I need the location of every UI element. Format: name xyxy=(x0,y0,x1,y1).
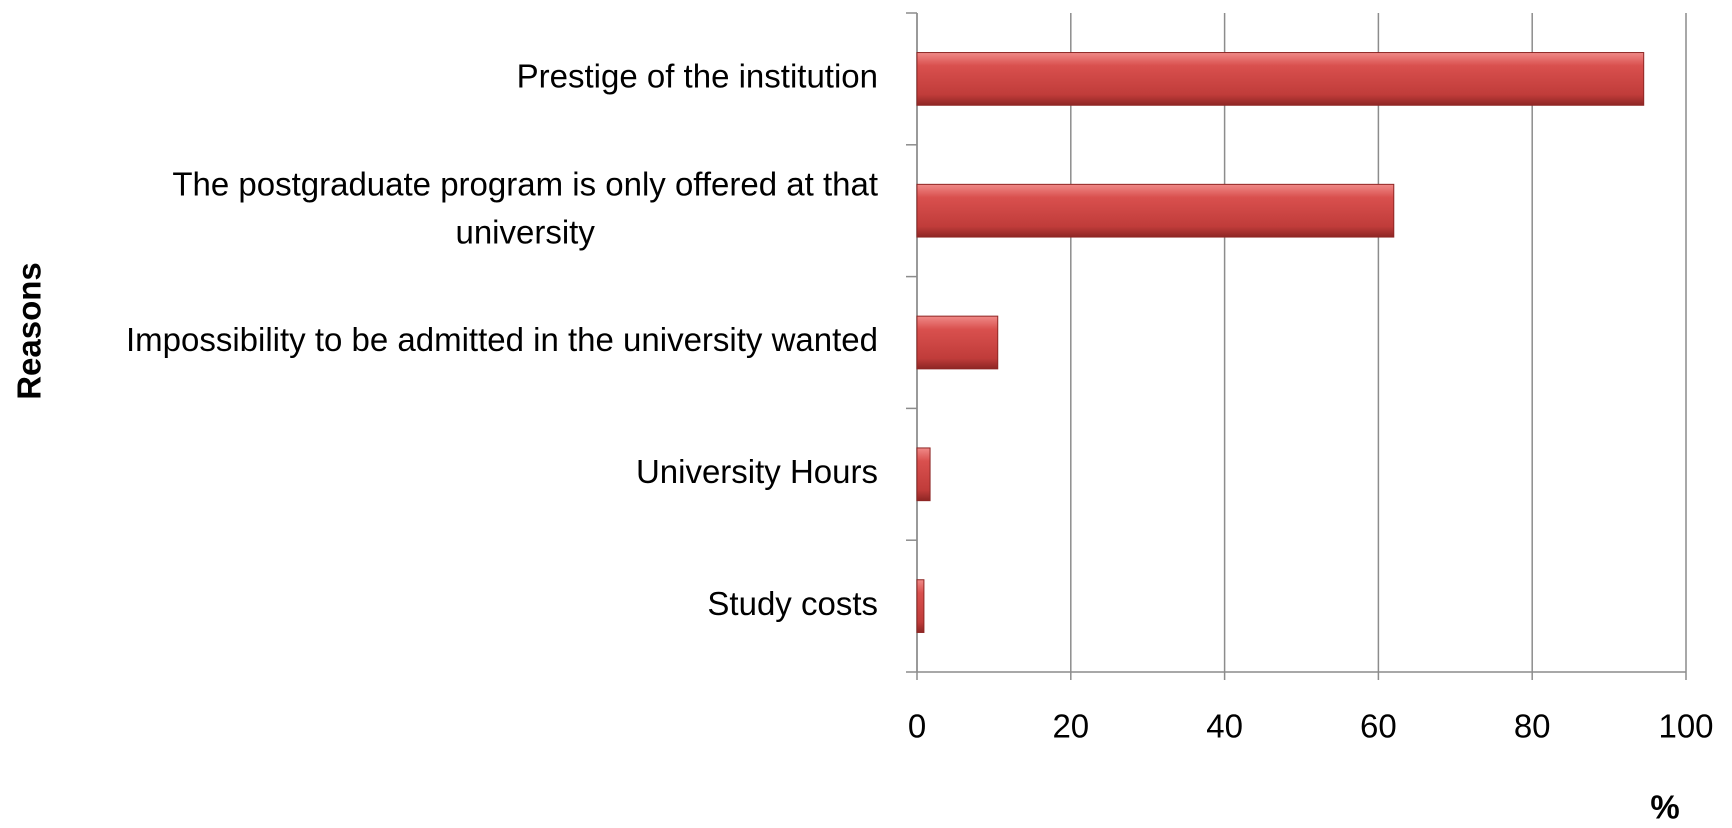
x-tick-label: 100 xyxy=(1658,708,1713,745)
x-tick-label: 60 xyxy=(1360,708,1397,745)
x-tick-label: 40 xyxy=(1206,708,1243,745)
label-line: university xyxy=(455,213,595,250)
bar xyxy=(916,183,1395,238)
bar xyxy=(916,52,1645,106)
y-axis-title: Reasons xyxy=(11,262,48,400)
x-axis-title: % xyxy=(1650,789,1679,826)
y-tick-label: University Hours xyxy=(636,453,878,490)
bar xyxy=(916,315,999,370)
bar xyxy=(916,447,931,502)
y-tick-label: Study costs xyxy=(707,585,878,622)
x-tick-label: 0 xyxy=(908,708,926,745)
x-tick-label: 20 xyxy=(1052,708,1089,745)
y-tick-label: Impossibility to be admitted in the univ… xyxy=(126,321,878,358)
label-line: The postgraduate program is only offered… xyxy=(172,165,878,202)
bar xyxy=(916,579,925,633)
y-tick-label: Prestige of the institution xyxy=(517,58,878,95)
x-tick-label: 80 xyxy=(1514,708,1551,745)
y-tick-label: The postgraduate program is only offered… xyxy=(172,165,878,250)
